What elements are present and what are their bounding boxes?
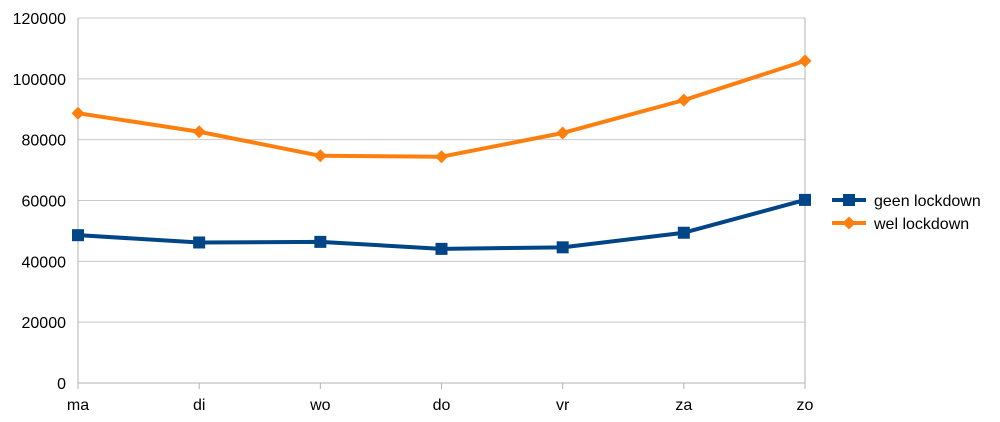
x-axis-tick-labels: ma di wo do vr za zo <box>67 397 814 414</box>
gridlines <box>78 17 805 384</box>
data-point <box>798 54 812 68</box>
x-tick-label: zo <box>797 397 814 414</box>
legend: geen lockdown wel lockdown <box>832 193 981 233</box>
y-tick-label: 100000 <box>13 72 66 89</box>
data-point <box>193 236 206 249</box>
data-point <box>314 235 327 248</box>
x-tick-label: za <box>675 397 692 414</box>
series-1 <box>71 54 812 164</box>
data-point <box>192 125 206 139</box>
data-point <box>435 242 448 255</box>
data-point <box>71 106 85 120</box>
x-tick-label: di <box>193 397 205 414</box>
y-axis-tick-labels: 0 20000 40000 60000 80000 100000 120000 <box>13 11 66 393</box>
y-tick-label: 60000 <box>22 194 67 211</box>
y-tick-label: 0 <box>57 376 66 393</box>
series-line <box>76 58 807 159</box>
y-tick-label: 40000 <box>22 254 67 271</box>
legend-label: wel lockdown <box>873 216 969 233</box>
legend-swatch-marker <box>842 216 856 230</box>
x-tick-label: do <box>433 397 451 414</box>
series-lines <box>71 54 812 255</box>
x-tick-label: vr <box>556 397 570 414</box>
x-tick-label: ma <box>67 397 89 414</box>
series-line <box>76 197 807 251</box>
data-point <box>72 229 84 242</box>
axes <box>77 18 806 389</box>
legend-label: geen lockdown <box>874 193 981 210</box>
y-tick-label: 20000 <box>22 315 67 332</box>
y-tick-label: 80000 <box>22 133 67 150</box>
data-point <box>799 193 811 206</box>
legend-entry: wel lockdown <box>832 216 969 233</box>
data-point <box>313 149 327 163</box>
x-tick-label: wo <box>309 397 331 414</box>
legend-entry: geen lockdown <box>832 193 981 210</box>
data-point <box>677 93 691 107</box>
data-point <box>677 226 690 239</box>
data-point <box>556 126 570 140</box>
legend-swatch-marker <box>843 194 855 206</box>
series-0 <box>72 193 811 255</box>
data-point <box>556 241 569 254</box>
y-tick-label: 120000 <box>13 11 66 28</box>
data-point <box>435 150 448 164</box>
